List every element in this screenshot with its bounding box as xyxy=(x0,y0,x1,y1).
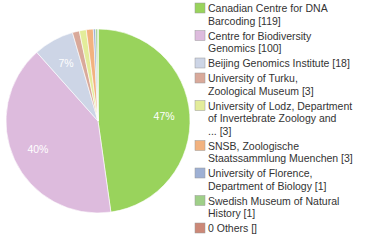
pie-slice xyxy=(96,29,98,121)
pie-slice xyxy=(98,29,99,121)
legend-swatch xyxy=(195,223,205,233)
legend-label-line: University of Lodz, Department xyxy=(208,100,352,112)
legend-swatch xyxy=(195,3,205,13)
legend-label: 0 Others [] xyxy=(208,222,257,234)
legend-swatch xyxy=(195,73,205,83)
legend-label: Canadian Centre for DNABarcoding [119] xyxy=(208,2,328,27)
pie xyxy=(6,29,190,213)
data-label: 47% xyxy=(154,110,175,122)
legend-label-line: 0 Others [] xyxy=(208,222,257,234)
legend-label-line: History [1] xyxy=(208,207,255,219)
legend-label: Beijing Genomics Institute [18] xyxy=(208,57,350,69)
legend-label: Swedish Museum of NaturalHistory [1] xyxy=(208,195,339,220)
legend-label: University of Turku,Zoological Museum [3… xyxy=(208,72,314,97)
legend-label: University of Florence,Department of Bio… xyxy=(208,167,327,192)
legend-label-line: University of Florence, xyxy=(208,167,312,179)
pie-slice xyxy=(98,29,190,212)
legend-label-line: Zoological Museum [3] xyxy=(208,85,314,97)
data-label: 7% xyxy=(58,57,73,69)
legend-label-line: ... [3] xyxy=(208,125,231,137)
legend-label-line: SNSB, Zoologische xyxy=(208,140,299,152)
pie-slice xyxy=(79,30,98,121)
legend-label-line: Canadian Centre for DNA xyxy=(208,2,328,14)
legend-swatch xyxy=(195,58,205,68)
legend-swatch xyxy=(195,31,205,41)
pie-slice xyxy=(93,29,98,121)
legend-label: SNSB, ZoologischeStaatssammlung Muenchen… xyxy=(208,140,353,165)
legend-label-line: Centre for Biodiversity xyxy=(208,30,312,42)
legend-label-line: Staatssammlung Muenchen [3] xyxy=(208,152,353,164)
legend-swatch xyxy=(195,141,205,151)
pie-slice xyxy=(86,29,98,121)
data-label: 40% xyxy=(27,143,48,155)
legend: Canadian Centre for DNABarcoding [119] Ce… xyxy=(195,2,353,234)
legend-label-line: Department of Biology [1] xyxy=(208,180,327,192)
legend-label-line: of Invertebrate Zoology and xyxy=(208,112,337,124)
data-labels: 47% 40% 7% xyxy=(27,57,174,155)
legend-swatch xyxy=(195,101,205,111)
legend-swatch xyxy=(195,168,205,178)
legend-label-line: Swedish Museum of Natural xyxy=(208,195,339,207)
legend-label: Centre for BiodiversityGenomics [100] xyxy=(208,30,312,55)
legend-label-line: University of Turku, xyxy=(208,72,298,84)
chart: 47% 40% 7% Canadian Centre for DNABarcoding… xyxy=(0,0,380,240)
legend-label-line: Barcoding [119] xyxy=(208,15,281,27)
legend-label-line: Beijing Genomics Institute [18] xyxy=(208,57,350,69)
legend-label-line: Genomics [100] xyxy=(208,42,282,54)
legend-swatch xyxy=(195,196,205,206)
legend-label: University of Lodz, Departmentof Inverte… xyxy=(208,100,352,137)
